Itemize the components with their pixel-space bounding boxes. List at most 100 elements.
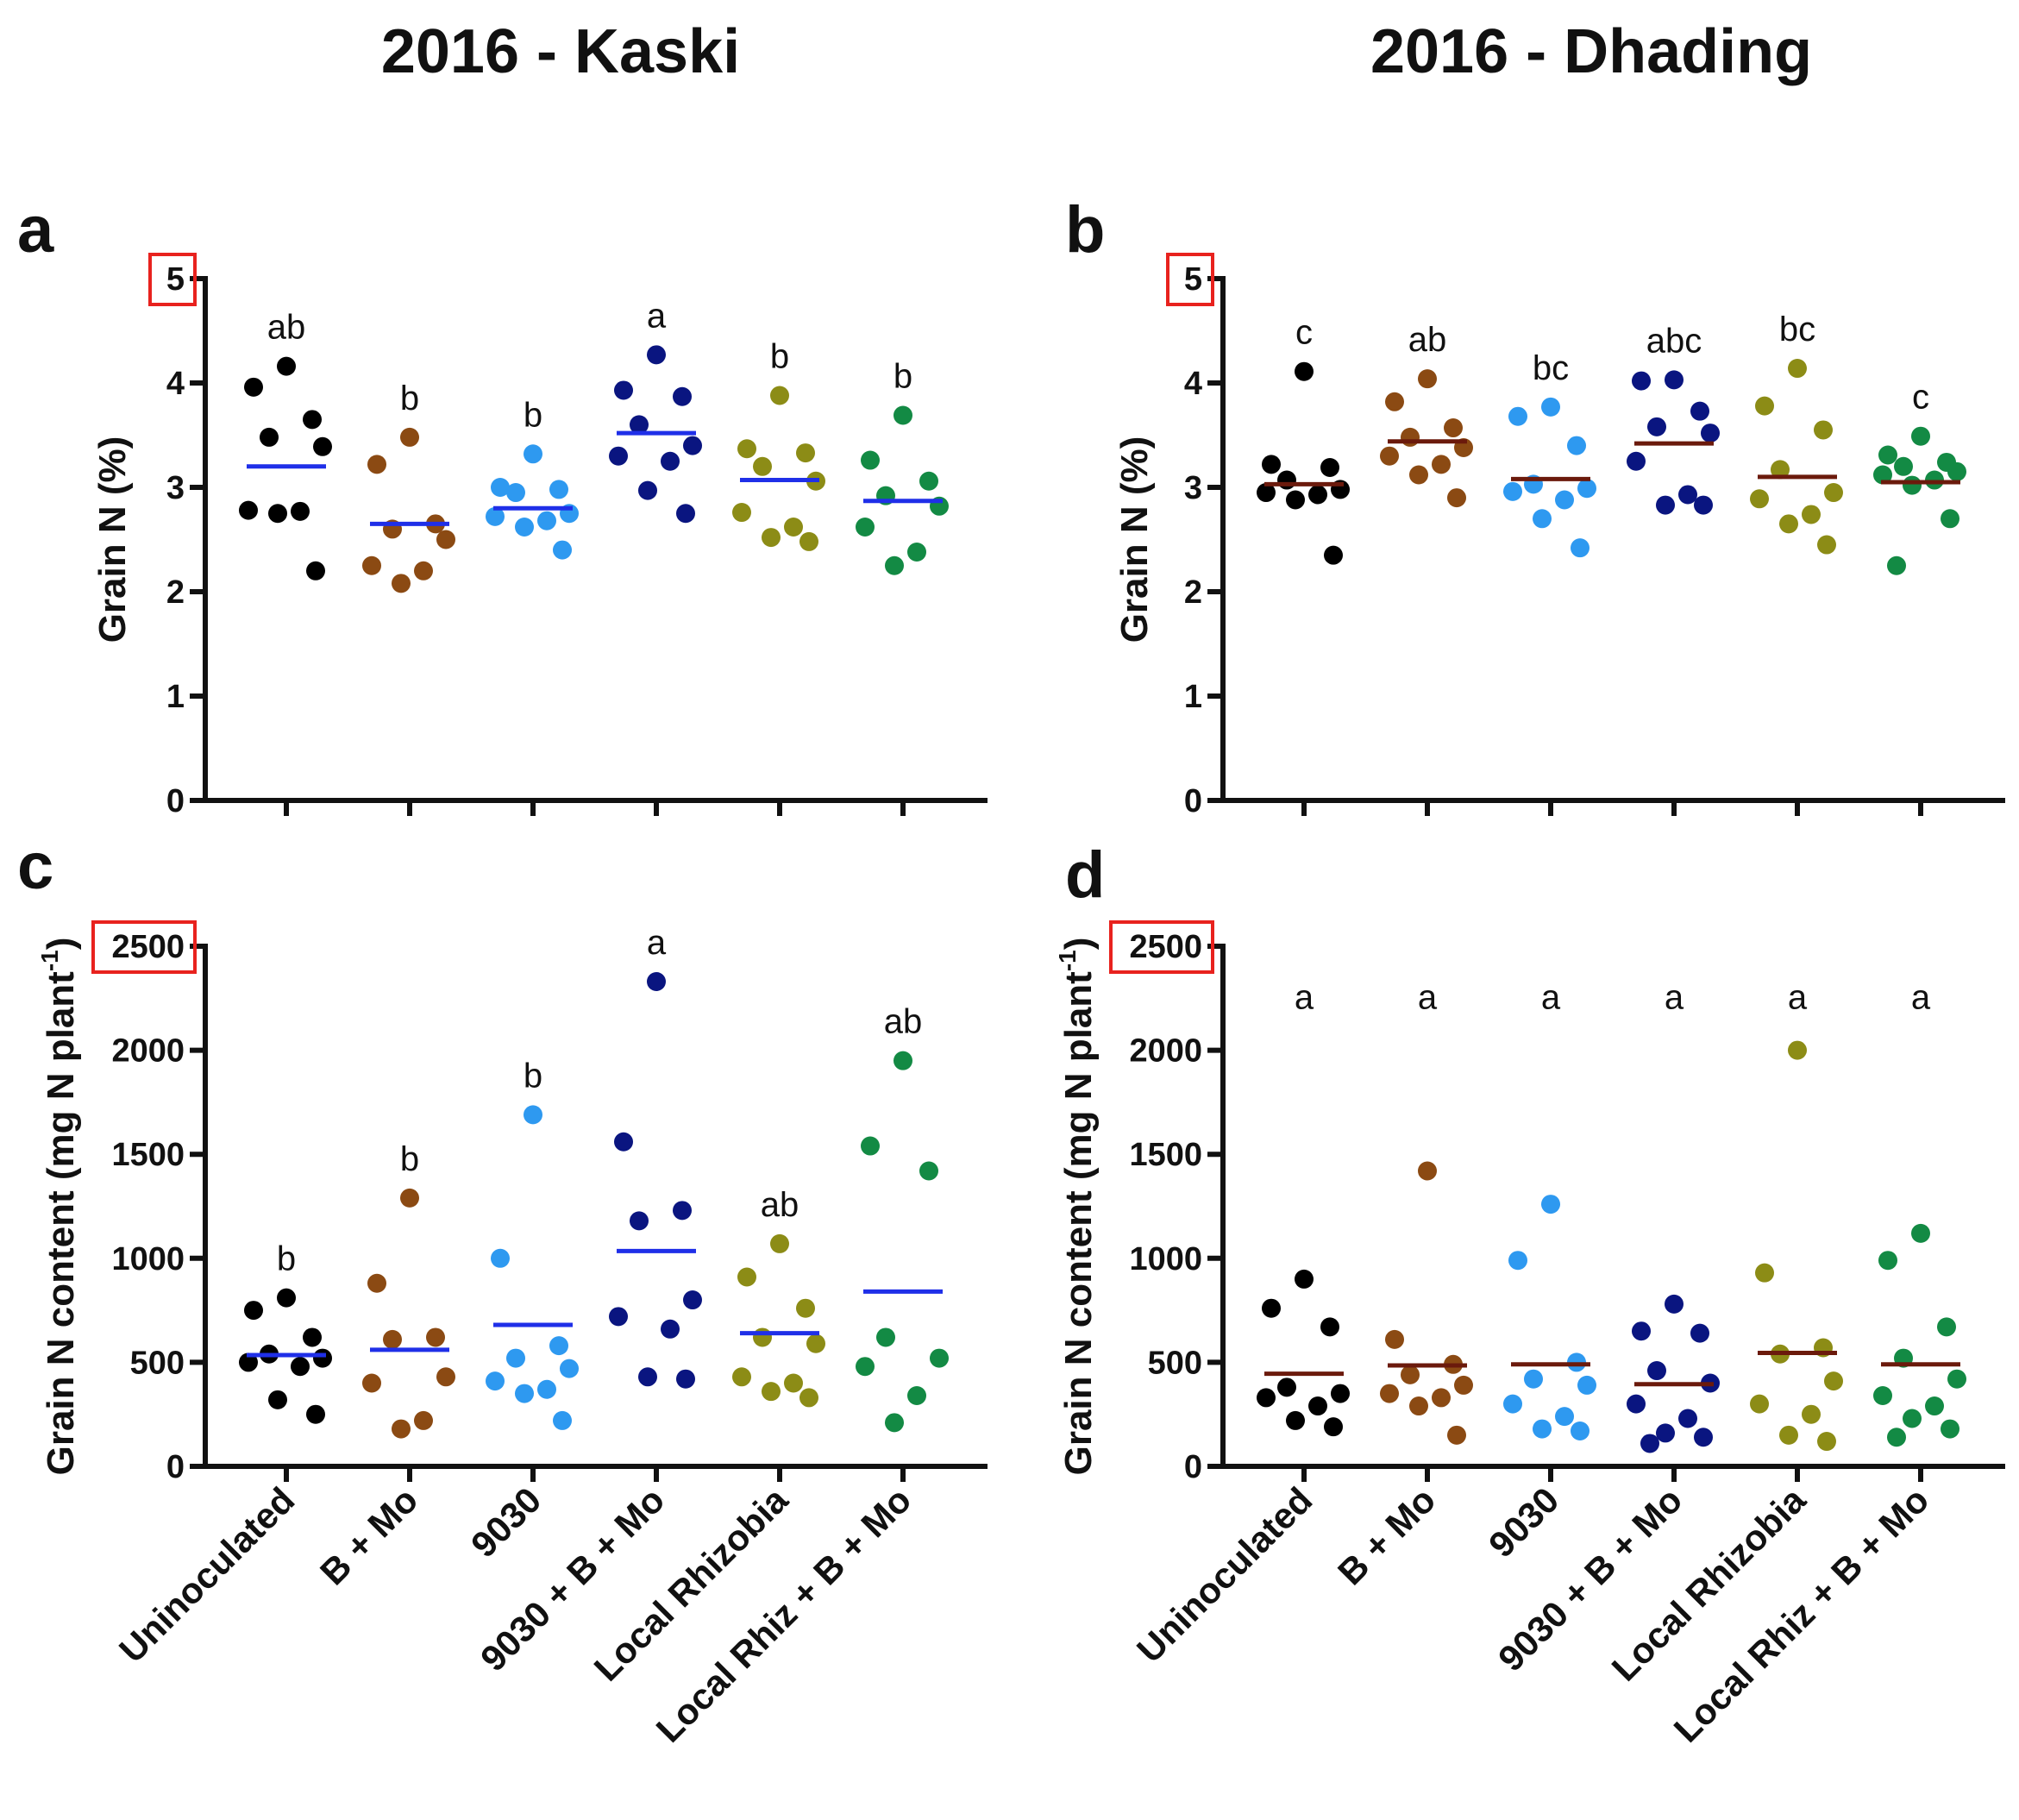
y-tick-label: 2500 bbox=[111, 929, 185, 965]
data-point bbox=[1286, 490, 1305, 510]
data-point bbox=[362, 1373, 381, 1393]
significance-letter: c bbox=[1912, 379, 1929, 417]
data-point bbox=[753, 1327, 772, 1347]
data-point bbox=[549, 480, 568, 499]
data-point bbox=[1665, 370, 1684, 390]
significance-letter: a bbox=[1418, 978, 1438, 1016]
data-point bbox=[856, 1357, 875, 1377]
data-point bbox=[919, 471, 938, 491]
data-point bbox=[1665, 1294, 1684, 1314]
y-tick-label: 2000 bbox=[111, 1033, 185, 1070]
category-label: B + Mo bbox=[312, 1479, 425, 1592]
data-point bbox=[1577, 479, 1596, 499]
data-point bbox=[770, 1233, 789, 1253]
data-point bbox=[1571, 538, 1589, 558]
data-point bbox=[647, 972, 666, 992]
significance-letter: ab bbox=[267, 309, 306, 347]
column-title-kaski: 2016 - Kaski bbox=[381, 17, 740, 86]
data-point bbox=[919, 1161, 938, 1181]
data-point bbox=[1788, 359, 1807, 379]
data-point bbox=[1941, 1419, 1959, 1439]
y-tick-label: 1000 bbox=[111, 1241, 185, 1277]
data-point bbox=[306, 561, 325, 581]
data-point bbox=[1401, 427, 1420, 447]
data-point bbox=[1320, 1317, 1339, 1337]
data-point bbox=[638, 480, 657, 500]
significance-letter: a bbox=[1541, 978, 1561, 1016]
data-point bbox=[1817, 535, 1836, 555]
significance-letter: b bbox=[524, 396, 542, 434]
data-point bbox=[673, 1201, 692, 1221]
data-point bbox=[383, 1329, 402, 1349]
data-point bbox=[1257, 1388, 1276, 1408]
data-point bbox=[400, 1188, 419, 1208]
data-point bbox=[244, 1301, 263, 1321]
data-point bbox=[426, 1327, 445, 1347]
y-tick-label: 1000 bbox=[1129, 1241, 1202, 1277]
data-point bbox=[876, 1327, 895, 1347]
y-tick-label: 0 bbox=[1184, 783, 1202, 819]
data-point bbox=[1308, 1396, 1327, 1416]
data-point bbox=[392, 574, 411, 593]
data-point bbox=[303, 410, 322, 430]
data-point bbox=[268, 504, 287, 524]
y-tick-label: 3 bbox=[1184, 470, 1202, 506]
category-label: 9030 bbox=[463, 1479, 549, 1565]
data-point bbox=[1555, 490, 1574, 510]
data-point bbox=[732, 1367, 751, 1387]
data-point bbox=[313, 436, 332, 456]
data-point bbox=[784, 1373, 803, 1393]
data-point bbox=[1947, 1369, 1966, 1389]
significance-letter: ab bbox=[1408, 321, 1447, 359]
data-point bbox=[1295, 361, 1314, 381]
y-tick-label: 500 bbox=[1148, 1345, 1202, 1381]
data-point bbox=[1947, 461, 1966, 481]
data-point bbox=[553, 1410, 572, 1430]
data-point bbox=[1331, 1384, 1350, 1403]
data-point bbox=[1824, 1371, 1843, 1391]
data-point bbox=[1257, 483, 1276, 503]
data-point bbox=[1941, 509, 1959, 529]
data-point bbox=[885, 1413, 904, 1433]
data-point bbox=[1503, 1394, 1522, 1414]
data-point bbox=[524, 1105, 542, 1125]
significance-letter: bc bbox=[1779, 311, 1815, 348]
data-point bbox=[1444, 418, 1463, 438]
data-point bbox=[676, 504, 695, 524]
data-point bbox=[1418, 1161, 1437, 1181]
data-point bbox=[856, 517, 875, 537]
data-point bbox=[537, 511, 556, 530]
column-title-dhading: 2016 - Dhading bbox=[1370, 17, 1812, 86]
data-point bbox=[515, 1384, 534, 1403]
data-point bbox=[1678, 1409, 1697, 1428]
data-point bbox=[239, 500, 258, 520]
data-point bbox=[638, 1367, 657, 1387]
data-point bbox=[537, 1379, 556, 1399]
significance-letter: ab bbox=[761, 1186, 799, 1224]
data-point bbox=[1286, 1410, 1305, 1430]
data-point bbox=[784, 517, 803, 537]
highlight-box bbox=[1166, 253, 1214, 306]
data-point bbox=[1925, 1396, 1944, 1416]
data-point bbox=[762, 528, 781, 548]
data-point bbox=[392, 1419, 411, 1439]
data-point bbox=[1640, 1434, 1659, 1453]
y-tick-label: 1 bbox=[1184, 679, 1202, 715]
y-tick-label: 1 bbox=[166, 679, 185, 715]
data-point bbox=[907, 1385, 926, 1405]
data-point bbox=[549, 1336, 568, 1356]
y-tick-label: 2000 bbox=[1129, 1033, 1202, 1070]
data-point bbox=[1567, 436, 1586, 455]
data-point bbox=[1690, 1323, 1709, 1343]
data-point bbox=[1750, 489, 1769, 509]
data-point bbox=[737, 1267, 756, 1287]
data-point bbox=[1771, 460, 1790, 480]
significance-letter: b bbox=[524, 1057, 542, 1095]
data-point bbox=[1627, 451, 1646, 471]
y-tick-label: 1500 bbox=[1129, 1137, 1202, 1173]
significance-letter: a bbox=[1911, 978, 1931, 1016]
data-point bbox=[486, 1371, 505, 1391]
significance-letter: b bbox=[400, 380, 419, 417]
data-point bbox=[239, 1352, 258, 1372]
data-point bbox=[1541, 1195, 1560, 1214]
